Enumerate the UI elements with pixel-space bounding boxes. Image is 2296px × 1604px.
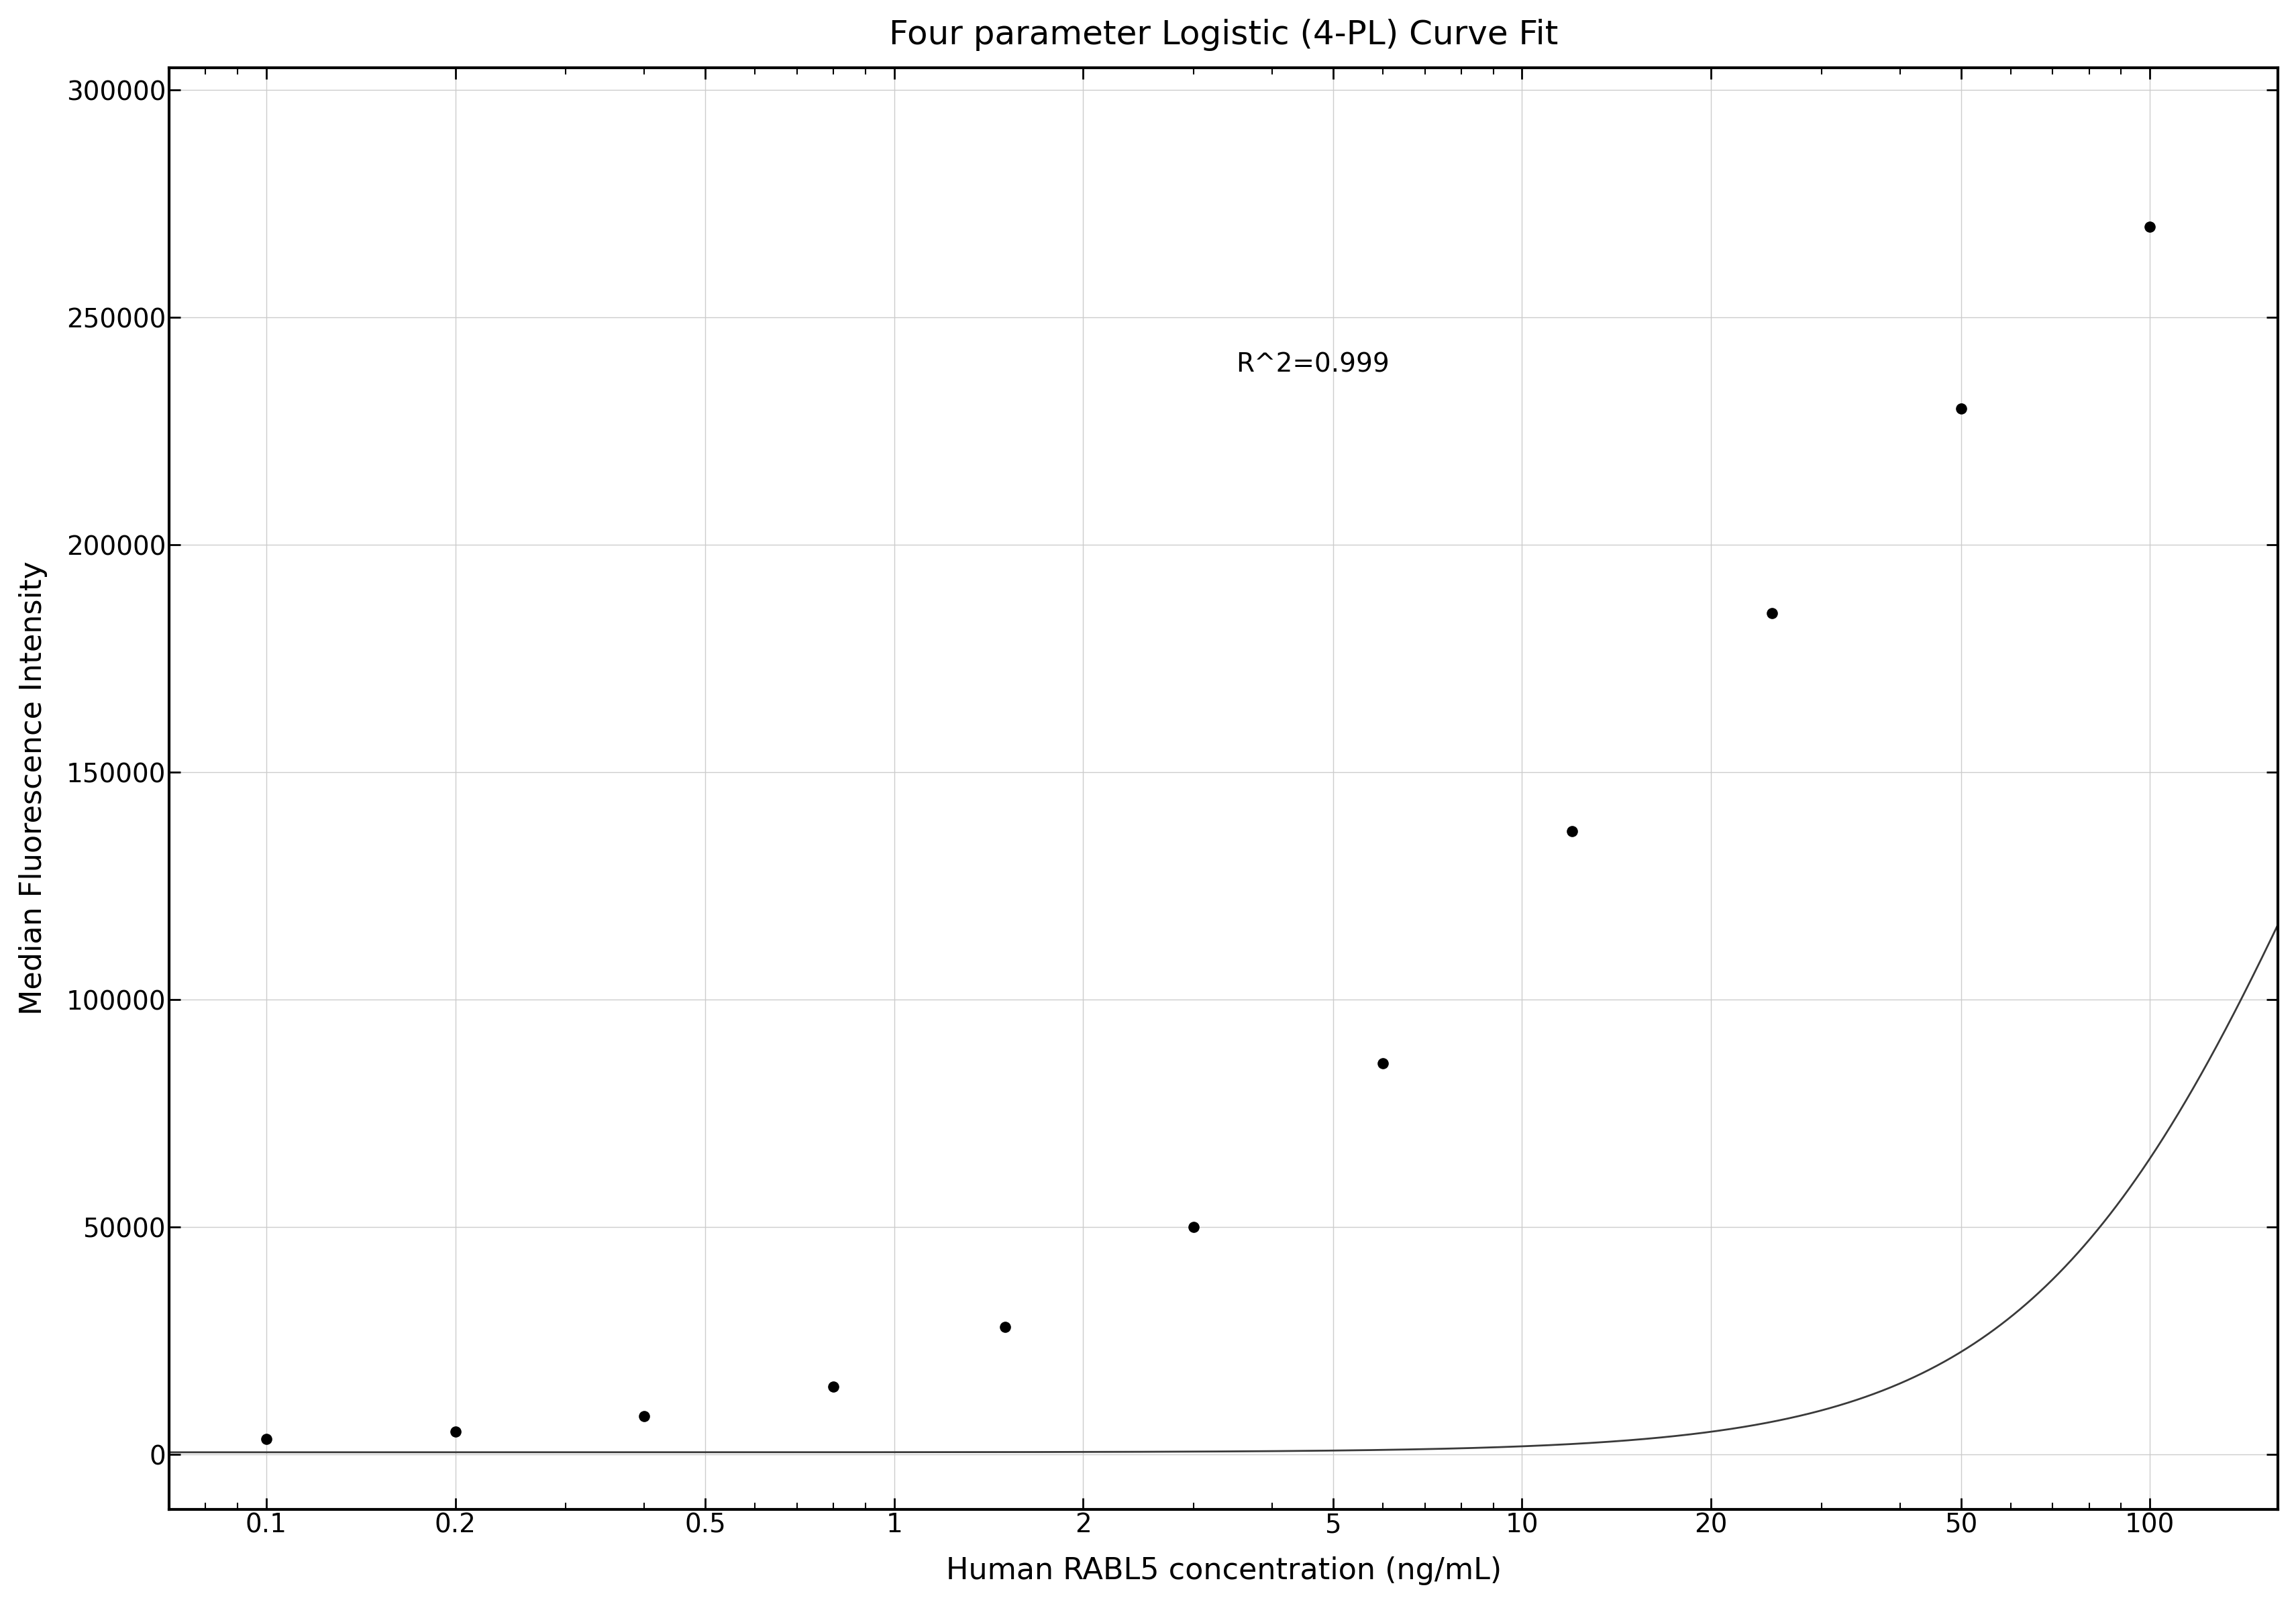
Point [248,1426,285,1452]
Y-axis label: Median Fluorescence Intensity: Median Fluorescence Intensity [18,561,48,1015]
X-axis label: Human RABL5 concentration (ng/mL): Human RABL5 concentration (ng/mL) [946,1556,1502,1585]
Point [627,1404,664,1429]
Point [985,1314,1022,1339]
Point [2131,213,2167,239]
Text: R^2=0.999: R^2=0.999 [1235,351,1389,377]
Point [1552,818,1589,844]
Point [436,1420,473,1445]
Point [1176,1214,1212,1240]
Point [1364,1051,1401,1076]
Point [815,1373,852,1399]
Point [1754,600,1791,626]
Point [1942,396,1979,422]
Title: Four parameter Logistic (4-PL) Curve Fit: Four parameter Logistic (4-PL) Curve Fit [889,19,1557,51]
